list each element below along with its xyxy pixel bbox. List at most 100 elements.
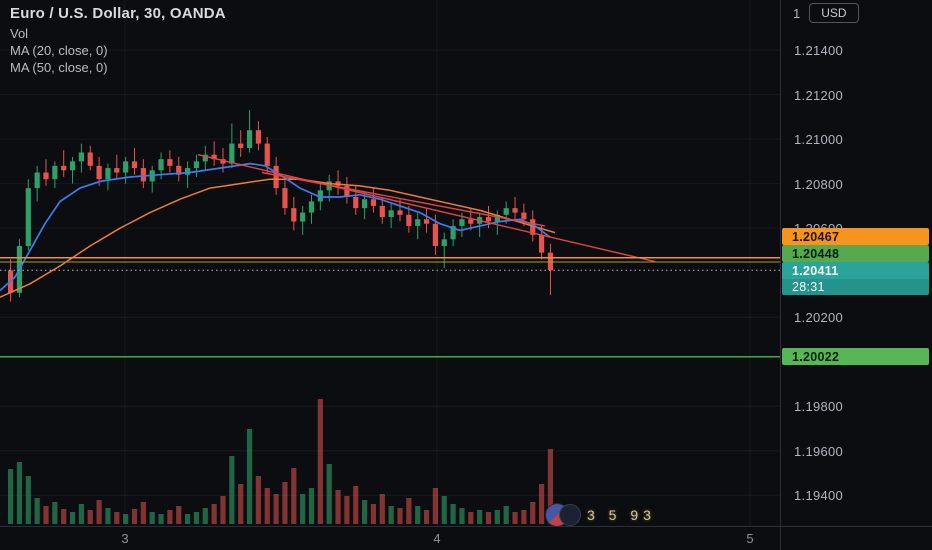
- candle-body: [388, 210, 394, 218]
- candle-body: [344, 185, 350, 197]
- volume-bar: [468, 512, 474, 524]
- volume-bar: [362, 500, 368, 524]
- candle-body: [503, 208, 509, 215]
- candle-body: [406, 214, 412, 226]
- volume-bar: [158, 514, 164, 524]
- currency-unit-button[interactable]: USD: [809, 3, 859, 23]
- volume-bar: [273, 494, 279, 524]
- candle-body: [220, 159, 226, 164]
- time-axis[interactable]: 3 4 5: [0, 526, 780, 550]
- price-badge-value: 1.20448: [782, 245, 929, 262]
- candle-body: [317, 190, 323, 202]
- volume-bar: [140, 502, 146, 524]
- candle-body: [362, 199, 368, 209]
- candle-body: [370, 199, 377, 206]
- candle-body: [468, 219, 474, 224]
- volume-bar: [494, 510, 500, 524]
- sticker-text: 3 5 93: [587, 507, 656, 523]
- volume-bar: [87, 510, 93, 524]
- candle-body: [521, 212, 527, 220]
- volume-bar: [503, 506, 509, 524]
- volume-bar: [78, 504, 84, 524]
- candle-body: [379, 205, 385, 218]
- volume-bar: [264, 488, 270, 524]
- candle-body: [105, 168, 111, 180]
- volume-bar: [477, 510, 483, 524]
- sticker-circle-icon-2: [559, 504, 581, 526]
- candle-body: [246, 130, 253, 149]
- volume-bar: [406, 498, 412, 524]
- price-axis[interactable]: 1 USD 1.214001.212001.210001.208001.2060…: [780, 0, 932, 526]
- candle-body: [34, 172, 40, 189]
- volume-bar: [61, 509, 67, 524]
- sticker-cluster: 3 5 93: [546, 502, 656, 528]
- volume-bar: [131, 509, 138, 524]
- candle-body: [158, 159, 164, 171]
- volume-bar: [530, 502, 536, 524]
- price-tick: 1.21400: [794, 43, 844, 58]
- candle-body: [78, 152, 84, 162]
- volume-bar: [335, 490, 341, 524]
- volume-bar: [149, 512, 155, 524]
- candle-body: [229, 143, 235, 164]
- volume-bar: [69, 512, 76, 524]
- volume-bar: [238, 484, 244, 524]
- price-tick: 1.21000: [794, 132, 844, 147]
- price-badge: 1.20411 28:31: [782, 262, 929, 295]
- volume-bar: [185, 514, 191, 524]
- volume-bar: [220, 496, 226, 524]
- price-badge: 1.20022: [782, 348, 929, 365]
- time-tick: 5: [746, 531, 754, 546]
- volume-bar: [326, 464, 332, 524]
- candle-body: [185, 168, 191, 175]
- candle-body: [273, 165, 279, 189]
- volume-bar: [512, 512, 518, 524]
- price-tick: 1.21200: [794, 88, 844, 103]
- candle-body: [52, 165, 58, 180]
- candle-body: [255, 130, 261, 144]
- ma20-line: [0, 162, 551, 292]
- volume-bar: [441, 496, 447, 524]
- volume-bar: [105, 508, 111, 524]
- volume-bar: [415, 506, 421, 524]
- chart-plot-area[interactable]: Euro / U.S. Dollar, 30, OANDA Vol MA (20…: [0, 0, 780, 526]
- volume-bar: [8, 469, 14, 524]
- volume-bar: [123, 514, 129, 524]
- volume-bar: [317, 399, 323, 524]
- volume-bar: [34, 498, 40, 524]
- volume-bar: [211, 504, 217, 524]
- volume-bar: [379, 494, 385, 524]
- axis-top-controls: 1 USD: [793, 3, 859, 23]
- time-tick: 4: [433, 531, 441, 546]
- candle-body: [282, 188, 288, 209]
- time-tick: 3: [121, 531, 129, 546]
- candle-body: [114, 168, 120, 173]
- volume-bar: [423, 510, 430, 524]
- candle-body: [494, 214, 500, 222]
- trend-line: [197, 154, 656, 263]
- candle-body: [123, 161, 129, 173]
- candle-body: [211, 154, 217, 160]
- candle-body: [140, 168, 146, 182]
- price-badge-value: 1.20022: [782, 348, 929, 365]
- candle-body: [423, 219, 430, 224]
- axis-corner: [780, 526, 932, 550]
- volume-bar: [308, 488, 315, 524]
- scale-label[interactable]: 1: [793, 5, 801, 21]
- volume-bar: [246, 429, 253, 524]
- volume-bar: [193, 512, 200, 524]
- candle-body: [441, 239, 447, 246]
- price-chart-canvas[interactable]: [0, 0, 780, 526]
- volume-bar: [43, 506, 49, 524]
- volume-bar: [229, 456, 235, 524]
- volume-bar: [450, 504, 456, 524]
- candle-body: [43, 172, 49, 180]
- volume-bar: [282, 482, 288, 524]
- price-tick: 1.19600: [794, 444, 844, 459]
- volume-bar: [521, 510, 527, 524]
- price-tick: 1.20800: [794, 177, 844, 192]
- candle-body: [238, 143, 244, 149]
- candle-body: [202, 154, 208, 162]
- candle-body: [25, 188, 31, 246]
- volume-bar: [25, 476, 31, 524]
